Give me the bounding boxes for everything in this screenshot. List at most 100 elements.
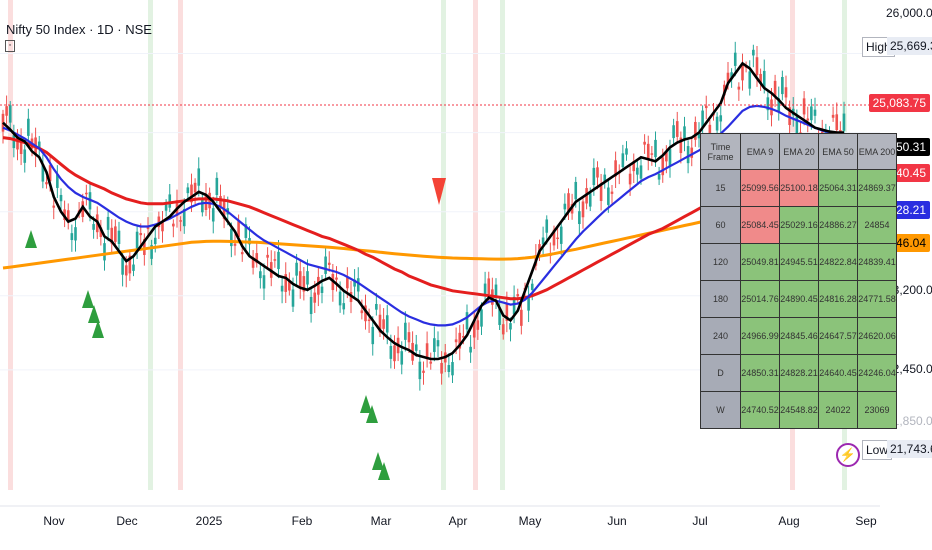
candle-body <box>668 148 672 167</box>
candle-body <box>646 143 650 160</box>
candle-body <box>686 146 690 164</box>
candle-body <box>614 160 617 177</box>
table-header: EMA 200 <box>857 133 897 170</box>
signal-band <box>8 0 13 490</box>
timeframe-cell: 15 <box>700 169 741 207</box>
candle-body <box>806 118 810 121</box>
ema-value-cell: 25014.76 <box>740 280 780 318</box>
candle-body <box>505 303 509 321</box>
x-tick-label: Feb <box>292 514 313 528</box>
candle-body <box>530 283 534 290</box>
candle-body <box>675 121 679 137</box>
candle-body <box>244 224 248 238</box>
y-tick-label: 22,450.00 <box>886 362 932 376</box>
candle-body <box>610 191 614 194</box>
ema-value-cell: 24845.46 <box>779 317 819 355</box>
candle-body <box>440 362 443 374</box>
candle-body <box>472 319 476 338</box>
candle-body <box>498 307 501 325</box>
candle-body <box>190 184 193 203</box>
candle-body <box>41 164 45 182</box>
candle-body <box>842 113 846 131</box>
lightning-icon[interactable]: ⚡ <box>836 443 860 467</box>
candle-body <box>552 229 556 246</box>
candle-body <box>588 193 592 207</box>
candle-body <box>447 365 451 372</box>
table-header: EMA 9 <box>740 133 780 170</box>
timeframe-cell: W <box>700 391 741 429</box>
candle-body <box>284 274 288 292</box>
candle-body <box>487 278 491 295</box>
candle-body <box>27 118 30 136</box>
candle-body <box>433 338 436 352</box>
candle-body <box>429 361 433 364</box>
candle-body <box>12 135 16 149</box>
candle-body <box>298 271 302 287</box>
ema-value-cell: 24854 <box>857 206 897 244</box>
candle-body <box>592 167 596 185</box>
candle-body <box>483 283 487 297</box>
collapse-icon[interactable]: ▫ <box>5 40 15 52</box>
buy-marker <box>366 405 378 423</box>
candle-body <box>164 203 168 211</box>
candle-body <box>121 257 124 275</box>
table-header: EMA 50 <box>818 133 858 170</box>
candle-body <box>578 211 581 225</box>
candle-body <box>418 361 422 380</box>
ema-value-cell: 25029.16 <box>779 206 819 244</box>
timeframe-cell: 240 <box>700 317 741 355</box>
candle-body <box>353 279 356 287</box>
candle-body <box>208 192 211 209</box>
ema9-line <box>2 61 844 361</box>
candle-body <box>752 49 755 56</box>
candle-body <box>748 71 752 89</box>
ema-value-cell: 24822.84 <box>818 243 858 281</box>
candle-body <box>755 57 759 76</box>
candle-body <box>708 124 712 141</box>
ema-value-cell: 24740.52 <box>740 391 780 429</box>
candle-body <box>810 106 813 121</box>
time-axis: Nov Dec 2025 Feb Mar Apr May Jun Jul Aug Sep <box>43 514 877 528</box>
ema-value-cell: 24620.06 <box>857 317 897 355</box>
candle-body <box>56 174 59 188</box>
candle-body <box>704 105 708 109</box>
candle-body <box>360 310 364 314</box>
candle-body <box>338 291 342 306</box>
candle-body <box>186 187 190 194</box>
signal-markers <box>25 178 446 480</box>
table-row: 240 24966.99 24845.46 24647.57 24620.06 <box>700 317 897 355</box>
ema-value-cell: 24966.99 <box>740 317 780 355</box>
candle-body <box>240 252 244 255</box>
ema-value-cell: 24022 <box>818 391 858 429</box>
candle-body <box>414 344 418 351</box>
ema-value-cell: 24771.58 <box>857 280 897 318</box>
candle-body <box>356 278 360 292</box>
signal-band <box>473 0 478 490</box>
candle-body <box>153 237 157 245</box>
candle-body <box>309 296 313 315</box>
candle-body <box>342 303 346 310</box>
candle-body <box>596 167 599 178</box>
candle-body <box>599 183 603 201</box>
ema-value-cell: 25100.18 <box>779 169 819 207</box>
candle-body <box>262 275 266 289</box>
buy-marker <box>372 452 384 470</box>
candle-body <box>545 219 549 233</box>
table-row: 180 25014.76 24890.45 24816.28 24771.58 <box>700 280 897 318</box>
candle-body <box>233 243 237 246</box>
candle-body <box>139 232 143 236</box>
ema-value-cell: 25084.45 <box>740 206 780 244</box>
candle-body <box>59 194 63 202</box>
candle-body <box>197 168 201 186</box>
candle-body <box>784 87 788 98</box>
candle-body <box>237 221 240 238</box>
table-header: Time Frame <box>700 133 741 170</box>
candle-body <box>291 289 295 307</box>
candle-body <box>759 73 762 84</box>
candle-body <box>476 320 480 330</box>
x-tick-label: Apr <box>449 514 468 528</box>
candle-body <box>563 203 567 210</box>
candle-body <box>215 177 219 195</box>
ema-value-cell: 24647.57 <box>818 317 858 355</box>
candle-body <box>480 309 483 327</box>
